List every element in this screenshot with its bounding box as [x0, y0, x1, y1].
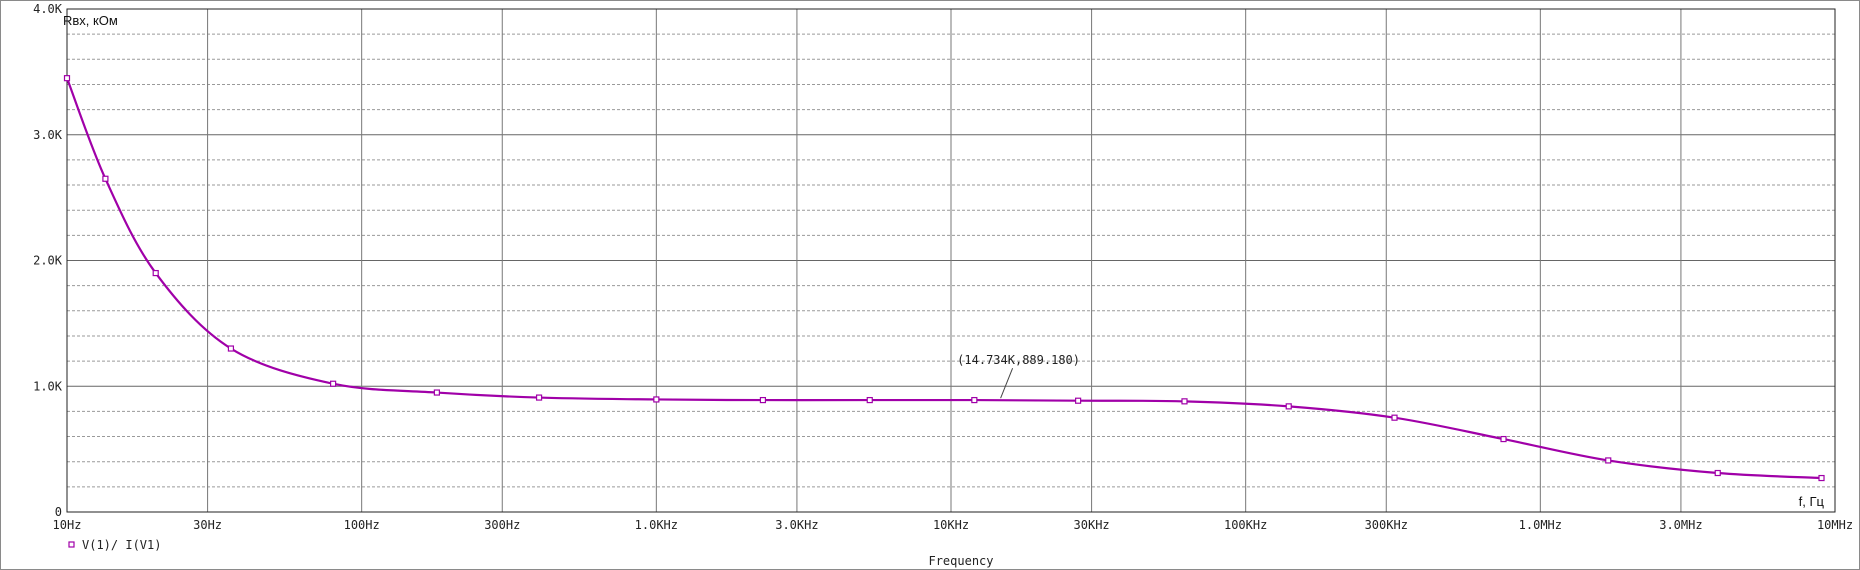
data-point [330, 380, 337, 387]
x-tick-label: 10MHz [1817, 518, 1853, 532]
x-tick-label: 300KHz [1365, 518, 1408, 532]
y-tick-label: 3.0K [33, 128, 63, 142]
x-tick-label: 30KHz [1074, 518, 1110, 532]
grid [67, 9, 1835, 512]
y-tick-labels: 0 1.0K 2.0K 3.0K 4.0K [33, 2, 63, 519]
data-point [227, 345, 235, 352]
plot-border [66, 8, 1836, 513]
x-tick-label: 300Hz [484, 518, 520, 532]
x-tick-label: 100Hz [344, 518, 380, 532]
series-group [63, 75, 1825, 482]
annotations: (14.734K,889.180) [957, 353, 1080, 399]
x-tick-label: 3.0KHz [775, 518, 818, 532]
data-point [971, 396, 978, 404]
data-point [535, 394, 543, 401]
data-point [1818, 474, 1825, 482]
data-point [63, 75, 71, 82]
x-tick-label: 1.0MHz [1519, 518, 1562, 532]
data-point [152, 269, 159, 277]
data-point [1391, 414, 1398, 421]
data-point [653, 396, 660, 403]
legend-marker [68, 541, 75, 548]
x-axis-title: Frequency [928, 554, 993, 568]
x-tick-label: 100KHz [1224, 518, 1267, 532]
data-point [1714, 469, 1721, 477]
y-axis-label: Rвх, кОм [63, 13, 118, 28]
data-point [759, 396, 767, 404]
annotation-label: (14.734K,889.180) [957, 353, 1080, 367]
y-tick-label: 0 [55, 505, 62, 519]
annotation-leader [1000, 367, 1014, 399]
x-tick-label: 1.0KHz [635, 518, 678, 532]
x-tick-label: 10KHz [933, 518, 969, 532]
data-point [102, 175, 109, 182]
x-tick-label: 30Hz [193, 518, 222, 532]
x-axis-label: f, Гц [1799, 494, 1825, 509]
x-tick-labels: 10Hz 30Hz 100Hz 300Hz 1.0KHz 3.0KHz 10KHz 30KHz… [53, 518, 1854, 532]
data-point [1500, 435, 1507, 443]
y-tick-label: 1.0K [33, 379, 63, 393]
data-point [1075, 397, 1082, 404]
legend-label: V(1)/ I(V1) [82, 538, 161, 552]
x-tick-label: 10Hz [53, 518, 82, 532]
data-point [1181, 398, 1188, 405]
data-point [1285, 403, 1292, 410]
legend: V(1)/ I(V1) [68, 538, 161, 552]
x-tick-label: 3.0MHz [1659, 518, 1702, 532]
data-point [433, 389, 440, 396]
y-tick-label: 2.0K [33, 254, 63, 268]
y-tick-label: 4.0K [33, 2, 63, 16]
data-point [866, 396, 873, 404]
data-point [1605, 457, 1612, 464]
